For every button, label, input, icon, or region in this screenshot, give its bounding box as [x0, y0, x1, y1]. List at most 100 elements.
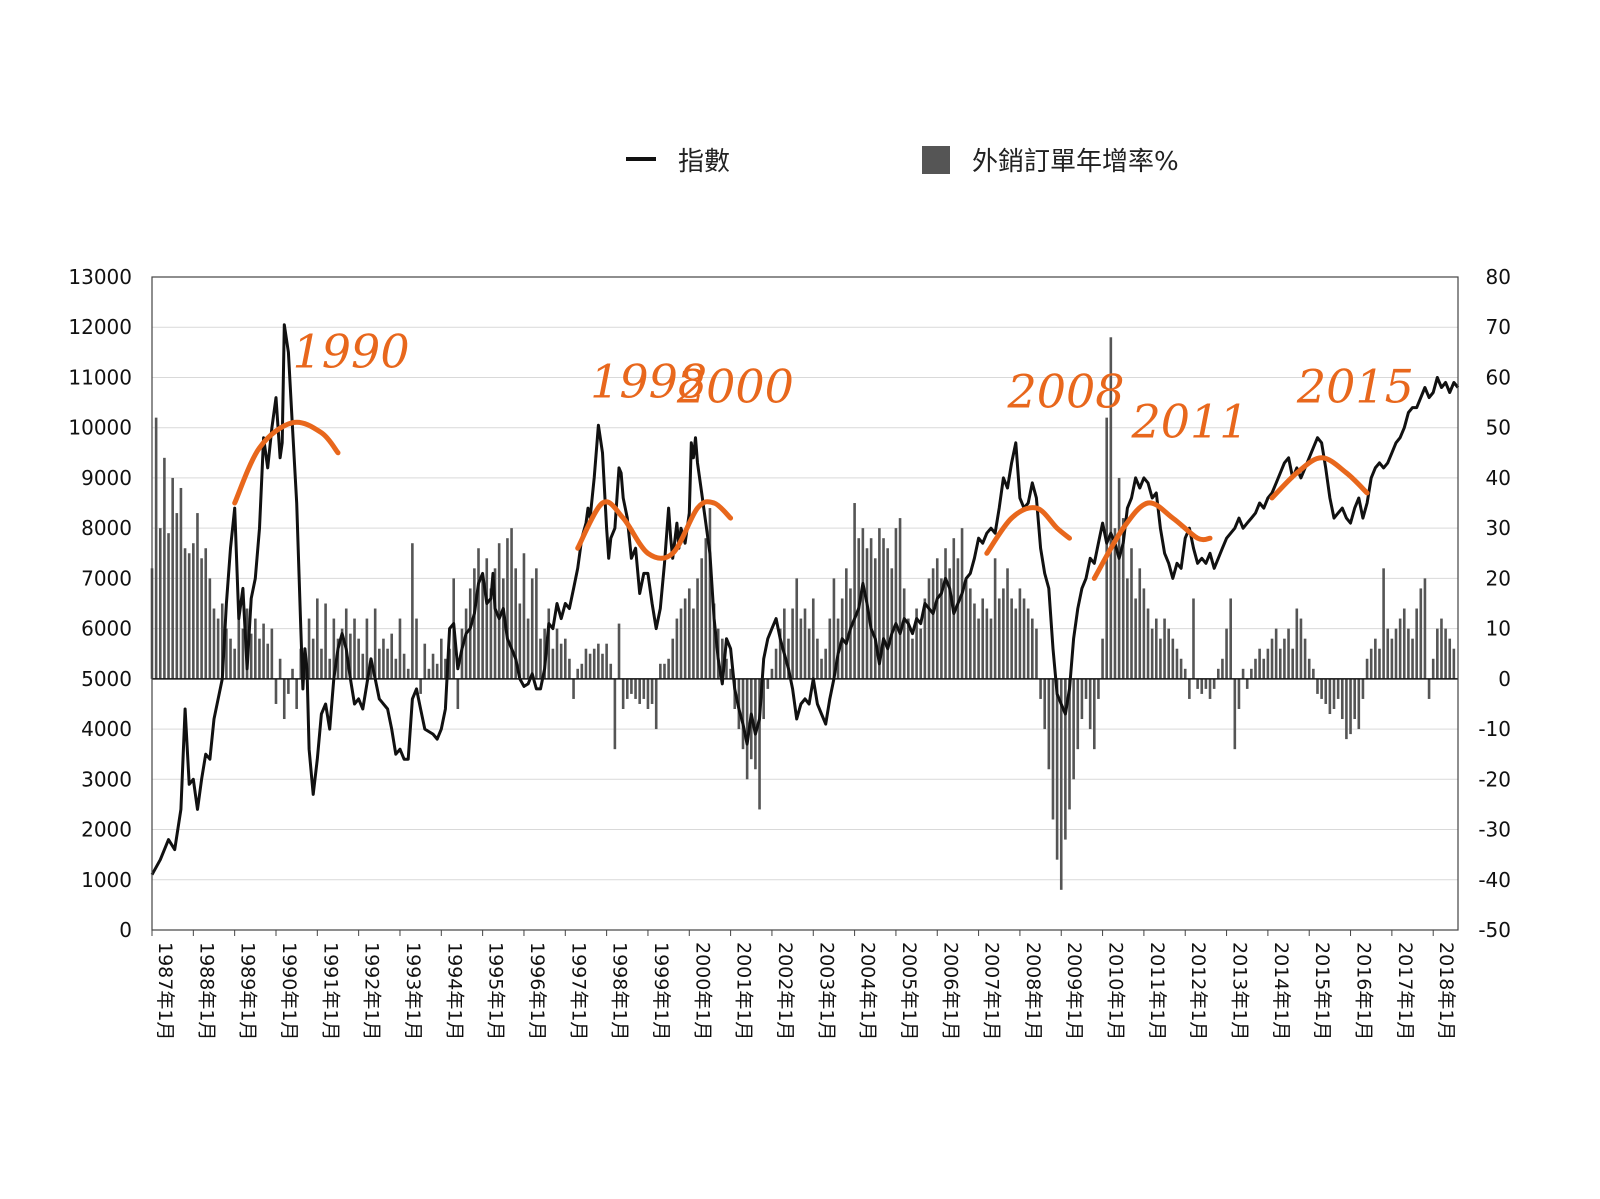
- growth-bar: [1134, 598, 1137, 679]
- growth-bar: [1361, 678, 1365, 699]
- growth-bar: [605, 643, 608, 679]
- right-tick-label: 20: [1486, 566, 1511, 590]
- growth-bar: [898, 518, 902, 679]
- growth-bar: [625, 678, 629, 699]
- right-tick-label: -50: [1478, 918, 1511, 942]
- x-tick-label: 1987年1月: [154, 942, 176, 1040]
- growth-bar: [1130, 548, 1133, 679]
- growth-bar: [1394, 628, 1398, 679]
- annotation-arc: [984, 505, 1072, 556]
- x-tick-label: 2014年1月: [1270, 942, 1292, 1040]
- annotation-label: 2011: [1131, 395, 1249, 449]
- growth-bar: [522, 553, 526, 679]
- growth-bar: [1188, 678, 1191, 699]
- growth-bar: [291, 668, 294, 679]
- growth-bar: [985, 608, 989, 679]
- right-tick-label: 40: [1486, 466, 1511, 490]
- growth-bar: [745, 678, 749, 780]
- growth-bar: [398, 618, 402, 679]
- growth-bar: [671, 638, 675, 679]
- growth-bar: [907, 618, 910, 679]
- x-tick-label: 2003年1月: [815, 942, 837, 1040]
- growth-bar: [1055, 678, 1059, 860]
- growth-bar: [1374, 638, 1377, 679]
- growth-bar: [613, 678, 617, 750]
- plot-border: [151, 276, 1459, 931]
- legend-bar-swatch: [922, 146, 950, 174]
- growth-bar: [320, 648, 323, 679]
- growth-bar: [1390, 638, 1394, 679]
- growth-bar: [935, 558, 939, 679]
- growth-bar: [1419, 588, 1423, 679]
- x-tick-label: 1991年1月: [319, 942, 341, 1040]
- growth-bar: [1283, 638, 1286, 679]
- x-tick-label: 1988年1月: [195, 942, 217, 1040]
- annotation-label: 2015: [1296, 360, 1414, 414]
- left-tick-label: 13000: [68, 265, 132, 289]
- growth-bar: [878, 528, 881, 679]
- x-tick-label: 1996年1月: [526, 942, 548, 1040]
- x-tick-label: 2001年1月: [733, 942, 755, 1040]
- growth-bar: [1345, 678, 1348, 740]
- growth-bar: [948, 568, 951, 679]
- growth-bar: [402, 653, 406, 679]
- growth-bar: [1415, 608, 1418, 679]
- growth-bar: [1340, 678, 1344, 720]
- x-tick-label: 2002年1月: [774, 942, 796, 1040]
- growth-bar: [617, 623, 621, 679]
- growth-bar: [584, 648, 588, 679]
- x-tick-label: 2004年1月: [857, 942, 879, 1040]
- right-tick-label: 0: [1498, 667, 1511, 691]
- growth-bar: [369, 663, 373, 679]
- growth-bar: [646, 678, 650, 709]
- growth-bar: [638, 678, 641, 704]
- x-tick-label: 1990年1月: [278, 942, 300, 1040]
- growth-bar: [493, 568, 497, 679]
- growth-bar: [324, 603, 327, 679]
- growth-bar: [196, 513, 199, 679]
- growth-bar: [349, 633, 352, 679]
- growth-bar: [931, 568, 935, 679]
- growth-bar: [1105, 417, 1109, 679]
- growth-bar: [919, 628, 923, 679]
- growth-bar: [332, 618, 336, 679]
- right-tick-label: 80: [1486, 265, 1511, 289]
- growth-bar: [1299, 618, 1303, 679]
- growth-bar: [431, 653, 435, 679]
- left-tick-label: 7000: [81, 566, 132, 590]
- growth-bar: [1064, 678, 1067, 840]
- growth-bar: [373, 608, 377, 679]
- growth-bar: [1010, 598, 1013, 679]
- growth-bar: [654, 678, 658, 730]
- growth-bar: [1097, 678, 1100, 699]
- growth-bar: [977, 618, 980, 679]
- growth-bar: [721, 638, 724, 679]
- growth-bar: [1022, 598, 1026, 679]
- right-tick-label: -10: [1478, 717, 1511, 741]
- growth-bar: [1357, 678, 1361, 730]
- growth-bar: [270, 628, 274, 679]
- left-tick-label: 12000: [68, 315, 132, 339]
- growth-bar: [1167, 628, 1170, 679]
- growth-bar: [1353, 678, 1356, 720]
- growth-bar: [510, 528, 513, 679]
- growth-bar: [1072, 678, 1075, 780]
- x-tick-label: 2007年1月: [981, 942, 1003, 1040]
- growth-bar: [258, 638, 261, 679]
- growth-bar: [1212, 678, 1216, 689]
- growth-bar: [518, 603, 522, 679]
- right-tick-label: 70: [1486, 315, 1511, 339]
- x-tick-label: 2017年1月: [1394, 942, 1416, 1040]
- growth-bar: [316, 598, 319, 679]
- growth-bar: [729, 668, 732, 679]
- growth-bar: [1117, 477, 1121, 679]
- growth-bar: [1126, 578, 1129, 679]
- growth-bar: [1159, 638, 1162, 679]
- left-tick-label: 2000: [81, 818, 132, 842]
- growth-bar: [816, 638, 819, 679]
- growth-bar: [1266, 648, 1270, 679]
- growth-bar: [501, 578, 505, 679]
- growth-bars: [150, 337, 1456, 890]
- growth-bar: [964, 578, 968, 679]
